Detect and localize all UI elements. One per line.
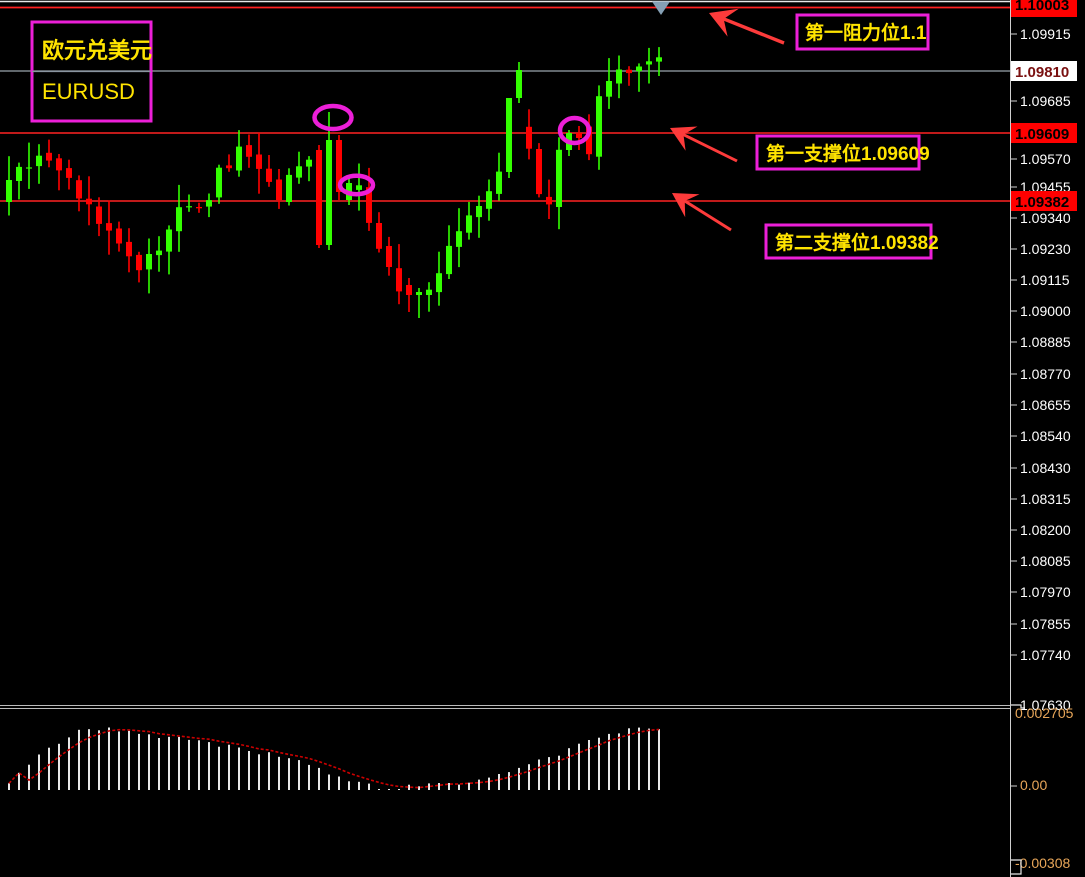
svg-text:1.07855: 1.07855 [1020, 616, 1071, 632]
svg-text:欧元兑美元: 欧元兑美元 [42, 38, 152, 63]
svg-text:1.09810: 1.09810 [1015, 64, 1069, 81]
svg-text:1.09382: 1.09382 [1015, 194, 1069, 211]
svg-text:1.07970: 1.07970 [1020, 584, 1071, 600]
svg-text:1.08540: 1.08540 [1020, 428, 1071, 444]
svg-text:1.08770: 1.08770 [1020, 366, 1071, 382]
svg-text:0.002705: 0.002705 [1015, 705, 1074, 721]
svg-text:1.09340: 1.09340 [1020, 210, 1071, 226]
svg-text:1.08885: 1.08885 [1020, 334, 1071, 350]
svg-text:1.08200: 1.08200 [1020, 522, 1071, 538]
svg-text:第一阻力位1.1: 第一阻力位1.1 [805, 21, 927, 44]
svg-text:1.09000: 1.09000 [1020, 303, 1071, 319]
svg-text:第一支撑位1.09609: 第一支撑位1.09609 [766, 142, 930, 165]
svg-text:1.08315: 1.08315 [1020, 491, 1071, 507]
svg-text:0.00: 0.00 [1020, 777, 1047, 793]
svg-text:1.09915: 1.09915 [1020, 26, 1071, 42]
svg-text:1.09230: 1.09230 [1020, 241, 1071, 257]
svg-text:1.09570: 1.09570 [1020, 151, 1071, 167]
svg-text:1.09609: 1.09609 [1015, 126, 1069, 143]
svg-text:第二支撑位1.09382: 第二支撑位1.09382 [775, 231, 939, 254]
svg-text:1.10003: 1.10003 [1015, 0, 1069, 14]
svg-text:1.09115: 1.09115 [1020, 272, 1070, 288]
svg-text:1.08430: 1.08430 [1020, 460, 1071, 476]
svg-text:1.08655: 1.08655 [1020, 397, 1071, 413]
svg-text:1.09685: 1.09685 [1020, 93, 1071, 109]
svg-text:EURUSD: EURUSD [42, 79, 135, 104]
svg-text:1.08085: 1.08085 [1020, 553, 1071, 569]
svg-text:-0.00308: -0.00308 [1015, 855, 1070, 871]
svg-text:1.07740: 1.07740 [1020, 647, 1071, 663]
